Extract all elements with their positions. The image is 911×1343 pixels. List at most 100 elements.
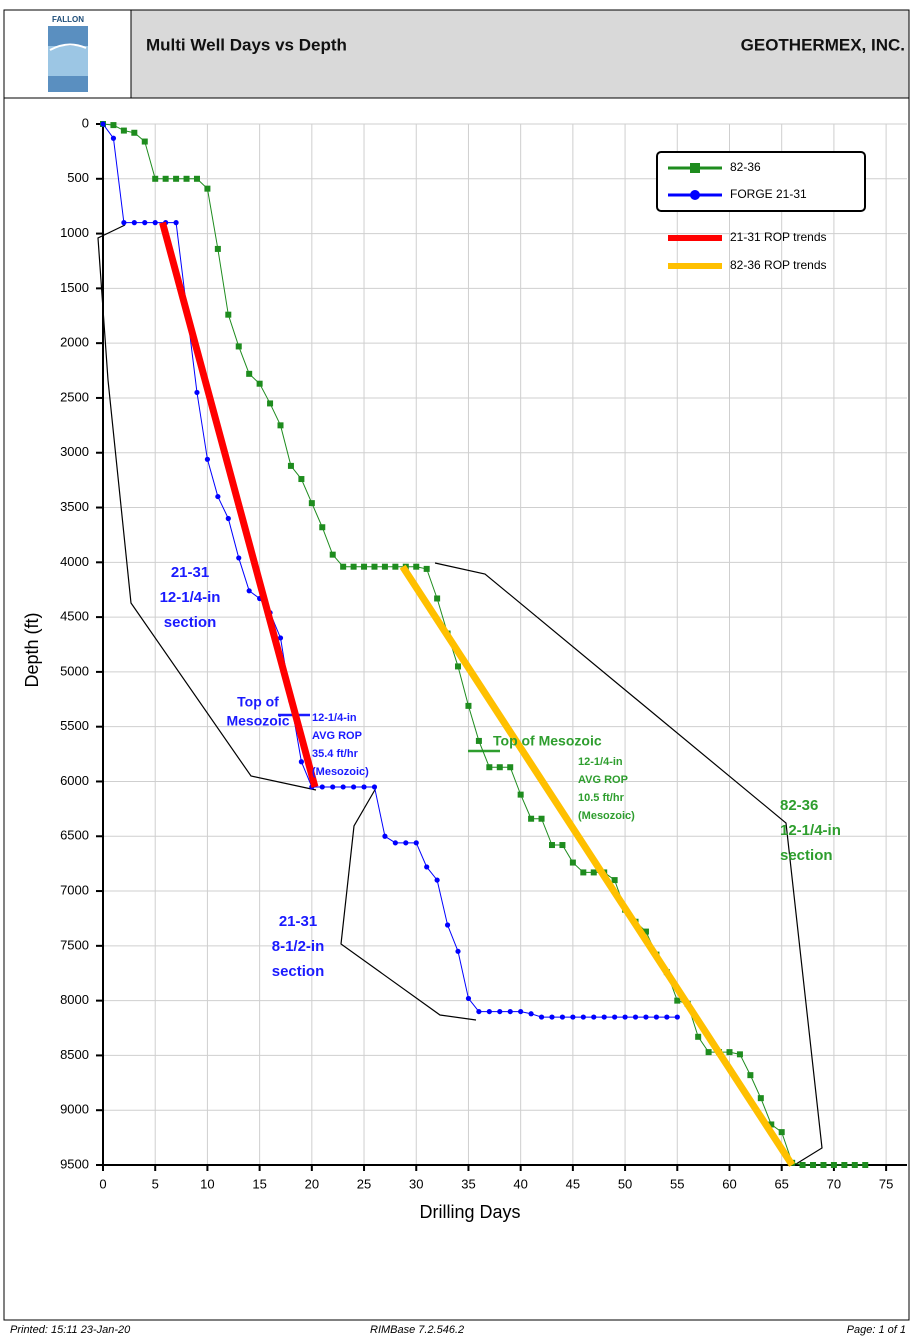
footer-software: RIMBase 7.2.546.2 [370, 1324, 464, 1336]
data-point [778, 1129, 785, 1136]
annotation: 12-1/4-in [780, 822, 841, 839]
data-point [611, 877, 618, 884]
annotation: Top of Mesozoic [493, 733, 602, 749]
data-point [705, 1049, 712, 1056]
data-point [413, 563, 420, 570]
annotation: section [164, 614, 217, 631]
data-point [308, 500, 315, 507]
annotation: AVG ROP [578, 774, 628, 786]
data-point [590, 869, 597, 876]
data-point [810, 1162, 817, 1168]
data-point [361, 563, 368, 570]
y-tick-label: 6500 [60, 828, 89, 843]
data-point [424, 864, 430, 870]
data-point [549, 1014, 555, 1020]
annotation: 12-1/4-in [160, 589, 221, 606]
data-point [601, 1014, 607, 1020]
data-point [799, 1162, 806, 1168]
data-point [267, 400, 274, 407]
data-point [612, 1014, 618, 1020]
data-point [193, 175, 200, 182]
x-tick-label: 75 [879, 1176, 893, 1191]
data-point [643, 1014, 649, 1020]
data-point [528, 1011, 534, 1017]
x-tick-label: 0 [99, 1176, 106, 1191]
data-point [507, 1008, 513, 1015]
data-point [152, 175, 159, 182]
annotation: AVG ROP [312, 730, 362, 742]
annotation: section [780, 847, 833, 864]
data-point [350, 563, 357, 570]
trend-line [399, 564, 796, 1167]
data-point [215, 493, 221, 500]
logo-graphic [49, 43, 87, 51]
report-title: Multi Well Days vs Depth [146, 35, 347, 54]
y-tick-label: 2000 [60, 335, 89, 350]
data-point [841, 1162, 848, 1168]
data-point [110, 135, 117, 141]
data-point [622, 1014, 628, 1020]
data-point [403, 840, 409, 846]
legend-label: 82-36 [730, 160, 761, 174]
data-point [287, 462, 294, 469]
data-point [350, 784, 357, 790]
y-tick-label: 2500 [60, 389, 89, 404]
y-tick-label: 500 [67, 170, 89, 185]
data-point [162, 175, 169, 182]
y-tick-label: 1500 [60, 280, 89, 295]
y-tick-label: 4500 [60, 609, 89, 624]
x-tick-label: 5 [152, 1176, 159, 1191]
data-point [747, 1072, 754, 1079]
data-point [768, 1121, 775, 1128]
data-point [131, 129, 138, 136]
y-tick-label: 3000 [60, 444, 89, 459]
section-outline [340, 787, 477, 1021]
x-tick-label: 10 [200, 1176, 214, 1191]
legend-marker [690, 163, 700, 173]
data-point [475, 737, 482, 744]
trend-line [159, 221, 319, 788]
y-tick-label: 4000 [60, 554, 89, 569]
data-point [214, 245, 221, 252]
data-point [444, 922, 451, 928]
data-point [632, 1014, 639, 1020]
legend-box [656, 151, 866, 212]
data-point [381, 563, 388, 570]
data-point [298, 759, 304, 765]
data-point [371, 784, 378, 790]
data-point [371, 563, 378, 570]
data-point [340, 563, 347, 570]
legend-label: 21-31 ROP trends [730, 230, 827, 244]
data-point [277, 635, 284, 641]
x-tick-label: 45 [566, 1176, 580, 1191]
data-point [507, 764, 514, 771]
annotation-outlines [97, 224, 823, 1165]
annotation: 12-1/4-in [312, 712, 357, 724]
data-point [757, 1095, 764, 1102]
data-point [225, 311, 232, 318]
data-point [486, 764, 493, 771]
data-point [141, 138, 148, 145]
data-point [434, 877, 440, 883]
data-point [455, 663, 462, 670]
x-tick-label: 25 [357, 1176, 371, 1191]
data-point [548, 842, 555, 849]
footer-page: Page: 1 of 1 [847, 1324, 906, 1336]
annotation: 35.4 ft/hr [312, 748, 359, 760]
y-tick-label: 9000 [60, 1102, 89, 1117]
data-point [361, 784, 367, 790]
logo: FALLON [48, 15, 88, 92]
data-point [580, 869, 587, 876]
annotation: 10.5 ft/hr [578, 792, 625, 804]
data-point [591, 1014, 597, 1020]
data-point [538, 815, 545, 822]
x-tick-label: 20 [305, 1176, 319, 1191]
data-point [173, 220, 179, 226]
annotation: 21-31 [279, 913, 317, 930]
data-point [559, 842, 566, 849]
data-point [476, 1008, 482, 1015]
data-point [726, 1049, 733, 1056]
data-point [142, 220, 148, 226]
data-point [862, 1162, 869, 1168]
